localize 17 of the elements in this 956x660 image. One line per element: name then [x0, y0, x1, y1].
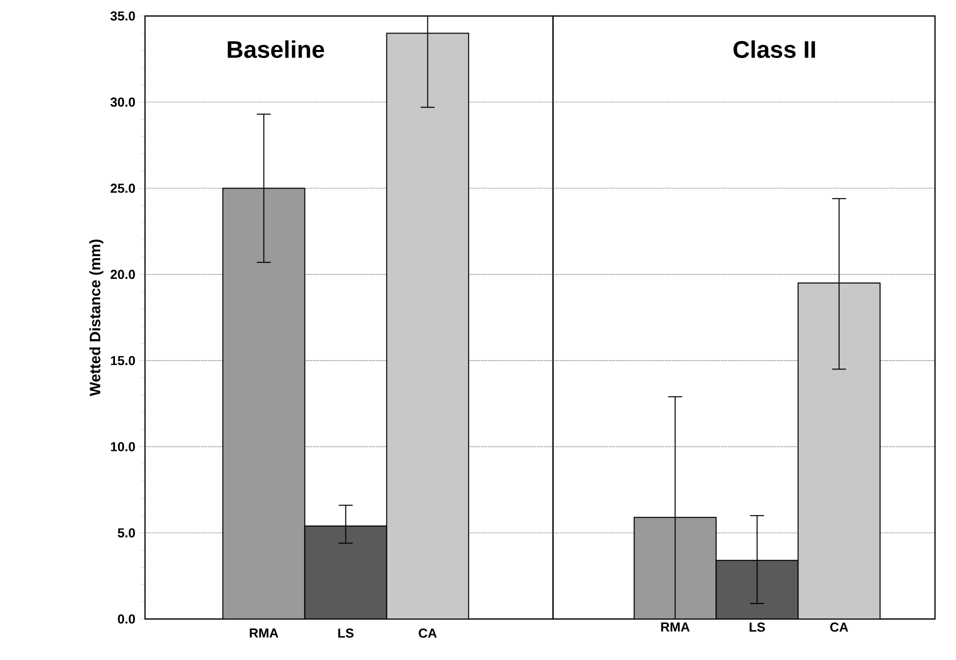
- text: Baseline: [228, 40, 324, 58]
- x-tick-label: RMA: [661, 622, 690, 632]
- y-tick-label: 35.0: [110, 11, 135, 21]
- y-axis-title: Wetted Distance (mm): [89, 240, 104, 396]
- y-tick-label: 30.0: [110, 98, 135, 107]
- y-tick-label: 5.0: [118, 528, 135, 538]
- y-tick-label: 0.0: [118, 614, 135, 624]
- y-tick-label: 20.0: [110, 270, 135, 280]
- y-tick-label: 25.0: [110, 184, 135, 193]
- x-tick-label: LS: [338, 628, 354, 638]
- x-tick-label: CA: [418, 628, 437, 638]
- x-tick-label: LS: [750, 622, 765, 632]
- y-tick-label: 15.0: [110, 356, 135, 366]
- y-tick-label: 10.0: [110, 442, 135, 452]
- x-tick-label: RMA: [250, 628, 278, 638]
- x-tick-label: CA: [830, 622, 848, 632]
- text: Class II: [734, 40, 815, 58]
